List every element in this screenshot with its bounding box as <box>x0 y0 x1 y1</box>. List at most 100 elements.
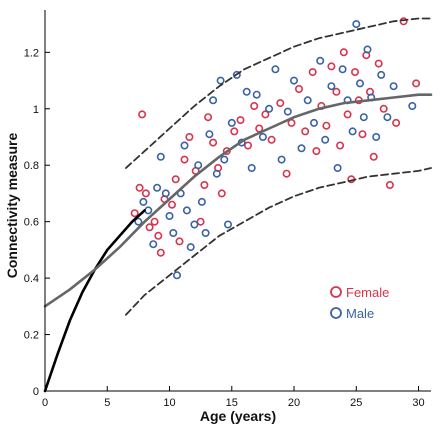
male-point <box>144 206 153 215</box>
male-point <box>201 229 210 238</box>
female-point <box>301 127 310 136</box>
female-point <box>322 121 331 130</box>
male-point <box>352 20 361 29</box>
legend-male-label: Male <box>346 306 374 321</box>
y-tick-label: 0.8 <box>24 160 39 172</box>
male-point <box>359 113 368 122</box>
legend-male-marker <box>330 307 342 319</box>
male-point <box>139 197 148 206</box>
x-axis-title: Age (years) <box>200 408 276 424</box>
x-tick-label: 15 <box>226 397 238 409</box>
female-point <box>374 59 383 68</box>
male-point <box>161 189 170 198</box>
female-point <box>327 62 336 71</box>
female-point <box>261 110 270 119</box>
female-point <box>267 135 276 144</box>
female-point <box>171 175 180 184</box>
male-point <box>220 155 229 164</box>
male-point <box>165 212 174 221</box>
female-point <box>135 183 144 192</box>
female-point <box>369 152 378 161</box>
x-tick-label: 30 <box>412 397 424 409</box>
female-point <box>339 48 348 57</box>
male-point <box>173 271 182 280</box>
plot-area <box>43 17 433 393</box>
male-point <box>309 118 318 127</box>
y-axis-title: Connectivity measure <box>4 133 20 279</box>
legend: Female Male <box>330 285 389 321</box>
female-point <box>138 110 147 119</box>
male-point <box>212 169 221 178</box>
male-point <box>134 217 143 226</box>
male-point <box>180 141 189 150</box>
fit-curve-dashed-upper <box>125 17 432 169</box>
male-point <box>156 152 165 161</box>
male-point <box>327 82 336 91</box>
female-point <box>185 133 194 142</box>
male-point <box>258 133 267 142</box>
female-point <box>343 110 352 119</box>
female-point <box>217 189 226 198</box>
male-point <box>338 65 347 74</box>
female-point <box>175 237 184 246</box>
male-point <box>149 240 158 249</box>
male-point <box>363 45 372 54</box>
y-tick-label: 1.2 <box>24 47 39 59</box>
male-point <box>242 87 251 96</box>
female-point <box>412 79 421 88</box>
male-point <box>232 70 241 79</box>
male-point <box>277 155 286 164</box>
male-point <box>377 70 386 79</box>
male-point <box>227 118 236 127</box>
male-point <box>383 113 392 122</box>
male-point <box>265 104 274 113</box>
fit-curve-dashed-lower <box>125 167 432 316</box>
x-tick-label: 25 <box>350 397 362 409</box>
male-point <box>271 65 280 74</box>
y-tick-label: 0.2 <box>24 330 39 342</box>
male-point <box>389 82 398 91</box>
female-point <box>276 99 285 108</box>
female-point <box>145 223 154 232</box>
x-tick-label: 20 <box>288 397 300 409</box>
female-point <box>236 116 245 125</box>
female-point <box>200 181 209 190</box>
male-point <box>321 135 330 144</box>
male-point <box>205 130 214 139</box>
female-point <box>312 147 321 156</box>
y-tick-label: 0.4 <box>24 273 39 285</box>
female-point <box>222 147 231 156</box>
female-point <box>308 68 317 77</box>
male-point <box>209 96 218 105</box>
male-point <box>194 161 203 170</box>
female-point <box>358 130 367 139</box>
axes: 0 5 10 15 20 25 30 0 0.2 0.4 0.6 0.8 1 1.2 <box>24 10 431 409</box>
male-point <box>408 102 417 111</box>
female-point <box>332 87 341 96</box>
female-point <box>168 200 177 209</box>
female-point <box>392 118 401 127</box>
male-point <box>247 164 256 173</box>
female-point <box>180 155 189 164</box>
male-point <box>372 133 381 142</box>
female-point <box>385 181 394 190</box>
male-point <box>190 220 199 229</box>
y-tick-label: 1 <box>33 104 39 116</box>
male-point <box>216 76 225 85</box>
male-point <box>303 96 312 105</box>
male-point <box>333 164 342 173</box>
legend-female-label: Female <box>346 285 389 300</box>
female-point <box>350 68 359 77</box>
female-point <box>156 248 165 257</box>
female-point <box>150 217 159 226</box>
female-point <box>379 104 388 113</box>
fit-curve-solid-gray <box>43 93 433 308</box>
y-tick-label: 0.6 <box>24 217 39 229</box>
x-tick-label: 5 <box>104 397 110 409</box>
x-tick-label: 10 <box>163 397 175 409</box>
male-point <box>348 127 357 136</box>
male-point <box>153 183 162 192</box>
male-point <box>186 243 195 252</box>
male-point <box>283 107 292 116</box>
